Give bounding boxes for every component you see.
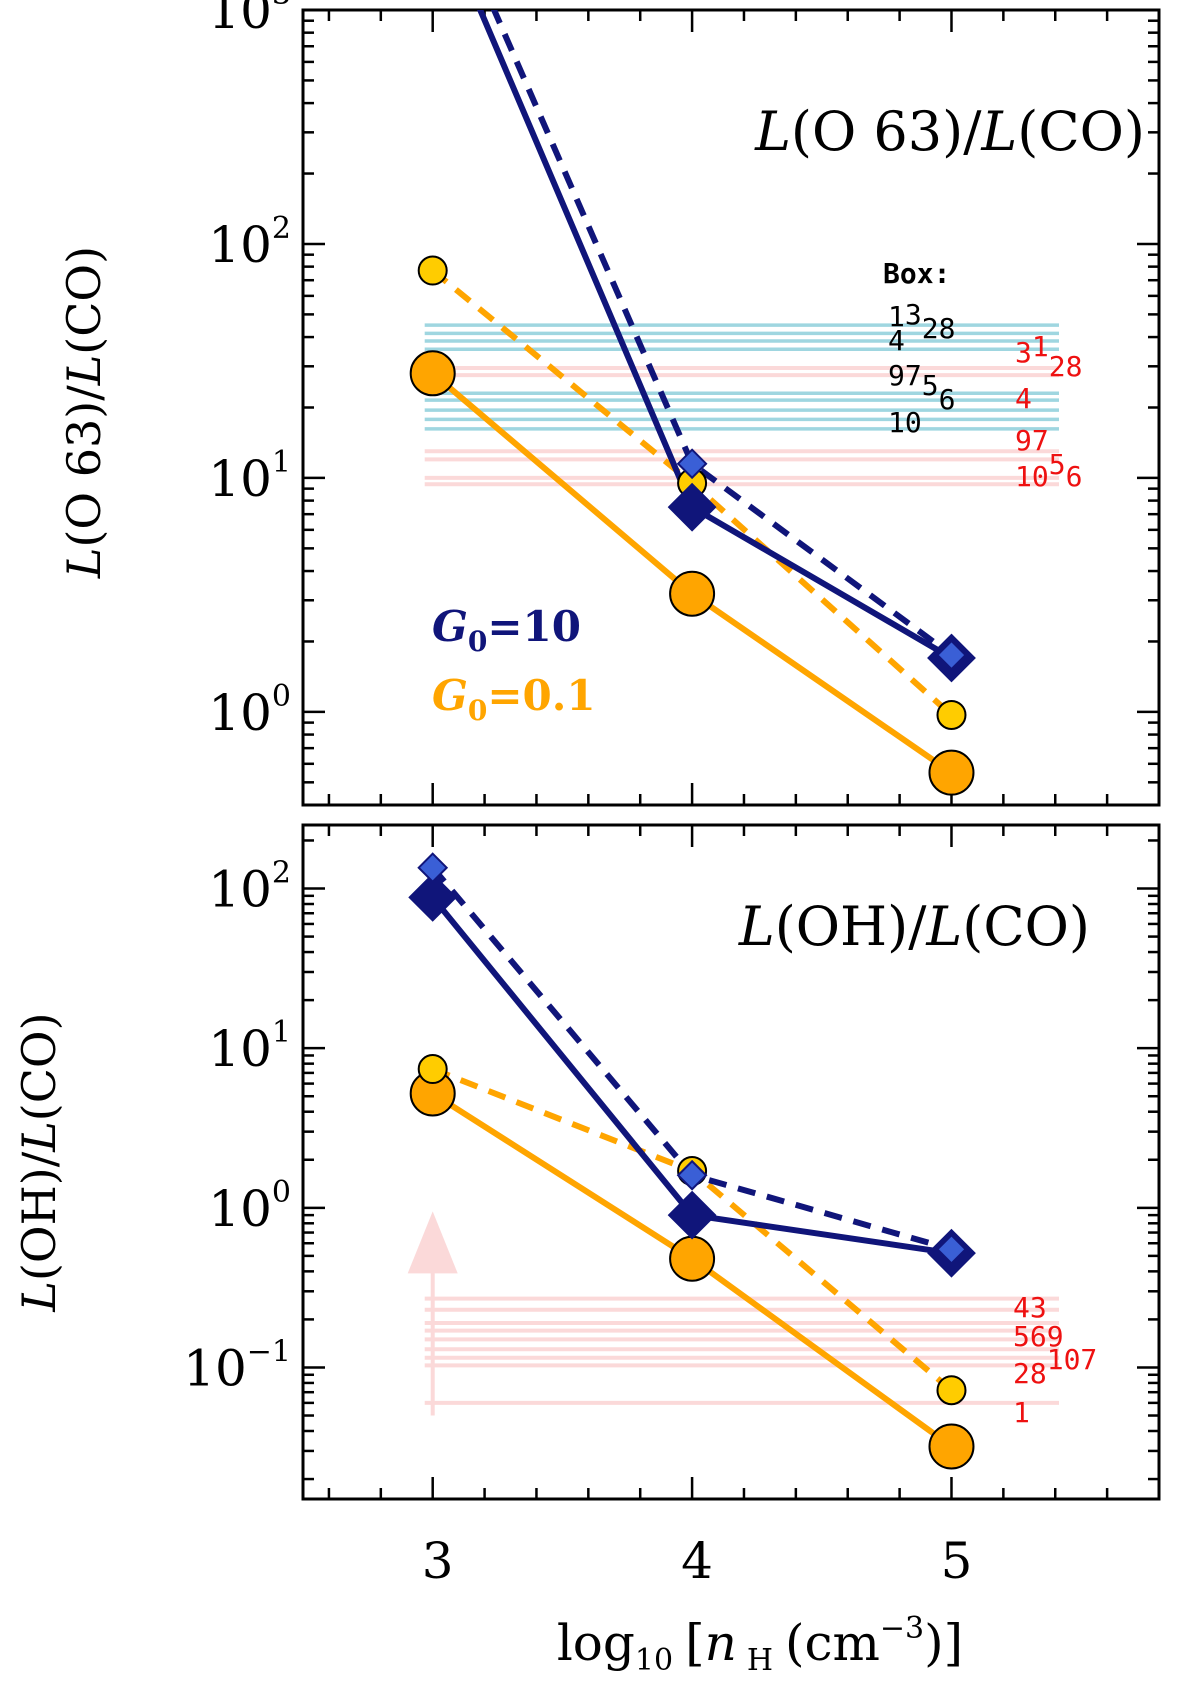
ytick-exp: 1 (272, 445, 291, 480)
top-panel: 100101102103 L(O 63)/L(CO) L(O 63)/L(CO)… (57, 0, 1161, 807)
ytick-exp: 0 (272, 1175, 291, 1210)
x-tick-label-3: 3 (422, 1532, 454, 1590)
bottom-axis-ticks (303, 825, 1161, 1499)
top-data-series (409, 10, 976, 796)
oh-red-row3: 28107 (1013, 1343, 1097, 1390)
top-marker-g0-10-solid (667, 482, 717, 532)
bottom-plot-frame (301, 823, 1161, 1501)
top-ytick-label: 100 (208, 679, 291, 742)
ytick-base: 10 (208, 861, 272, 919)
ytick-base: 10 (208, 216, 272, 274)
bottom-marker-g0-0-1-solid (928, 1423, 975, 1470)
top-axis-ticks (303, 8, 1161, 807)
bottom-data-series (408, 852, 976, 1470)
top-ytick-label: 103 (208, 0, 291, 40)
bottom-ytick-label: 101 (208, 1015, 291, 1078)
bottom-marker-g0-0-1-solid (669, 1235, 716, 1282)
bottom-ytick-label: 10−1 (183, 1334, 291, 1397)
box-black-row3: 9756 (888, 359, 955, 416)
top-marker-g0-0-1-solid (928, 749, 975, 796)
box-red-row4: 1056 (1015, 448, 1082, 493)
ytick-base: 10 (208, 1020, 272, 1078)
x-tick-labels: 3 4 5 (422, 1532, 973, 1590)
ytick-exp: 0 (272, 679, 291, 714)
ytick-exp: 2 (272, 211, 291, 246)
bottom-marker-g0-10-dashed (417, 852, 449, 884)
bottom-lower-limit-arrow (407, 1211, 458, 1416)
ytick-base: 10 (208, 1180, 272, 1238)
oh-red-row2: 569 (1013, 1320, 1064, 1353)
box-black-row4: 10 (888, 406, 922, 439)
oh-red-row4: 1 (1013, 1396, 1030, 1429)
ytick-base: 10 (183, 1339, 247, 1397)
ytick-base: 10 (208, 0, 272, 40)
top-line-g0-10-dashed (490, 10, 954, 658)
bottom-ytick-label: 100 (208, 1175, 291, 1238)
bottom-marker-g0-10-dashed (676, 1159, 708, 1191)
legend-g0-0.1: G0=0.1 (432, 671, 596, 727)
bottom-y-axis-label: L(OH)/L(CO) (12, 1012, 66, 1312)
x-tick-label-5: 5 (941, 1532, 973, 1590)
bottom-marker-g0-10-dashed (936, 1233, 967, 1265)
ytick-exp: 3 (272, 0, 291, 12)
top-y-axis-label: L(O 63)/L(CO) (57, 246, 111, 579)
bottom-reference-bands (424, 1296, 1059, 1405)
ytick-base: 10 (208, 684, 272, 742)
top-ytick-label: 102 (208, 211, 291, 274)
x-axis-label: log10 [n H (cm−3)] (557, 1611, 963, 1678)
top-marker-g0-10-dashed (676, 448, 708, 480)
legend-g0-10: G0=10 (432, 602, 581, 658)
top-marker-g0-0-1-solid (409, 350, 456, 397)
ytick-exp: −1 (247, 1334, 291, 1369)
top-panel-title: L(O 63)/L(CO) (754, 100, 1145, 163)
bottom-marker-g0-0-1-dashed (936, 1375, 967, 1406)
arrow-head (407, 1211, 458, 1274)
ytick-exp: 2 (272, 856, 291, 891)
box-black-row2: 4 (888, 324, 905, 357)
ytick-base: 10 (208, 450, 272, 508)
bottom-marker-g0-0-1-dashed (417, 1054, 448, 1085)
box-red-row2: 4 (1015, 382, 1032, 415)
box-red-row1: 3128 (1015, 330, 1082, 383)
box-red-row3: 97 (1015, 424, 1049, 457)
oh-red-row1: 43 (1013, 1291, 1047, 1324)
box-black-row1: 1328 (888, 298, 955, 345)
top-marker-g0-0-1-solid (669, 570, 716, 617)
x-tick-label-4: 4 (681, 1532, 713, 1590)
bottom-marker-g0-10-solid (408, 872, 458, 922)
top-marker-g0-0-1-dashed (417, 255, 448, 286)
bottom-ytick-label: 102 (208, 856, 291, 919)
top-y-tick-labels: 100101102103 (208, 0, 291, 742)
top-ytick-label: 101 (208, 445, 291, 508)
top-marker-g0-10-dashed (936, 639, 967, 671)
top-line-g0-10-solid (476, 10, 953, 661)
bottom-panel-title: L(OH)/L(CO) (738, 895, 1090, 958)
box-heading: Box: (883, 257, 950, 290)
bottom-marker-g0-10-solid (667, 1190, 717, 1240)
top-marker-g0-0-1-dashed (936, 699, 967, 730)
ytick-exp: 1 (272, 1015, 291, 1050)
top-reference-bands (424, 323, 1059, 487)
